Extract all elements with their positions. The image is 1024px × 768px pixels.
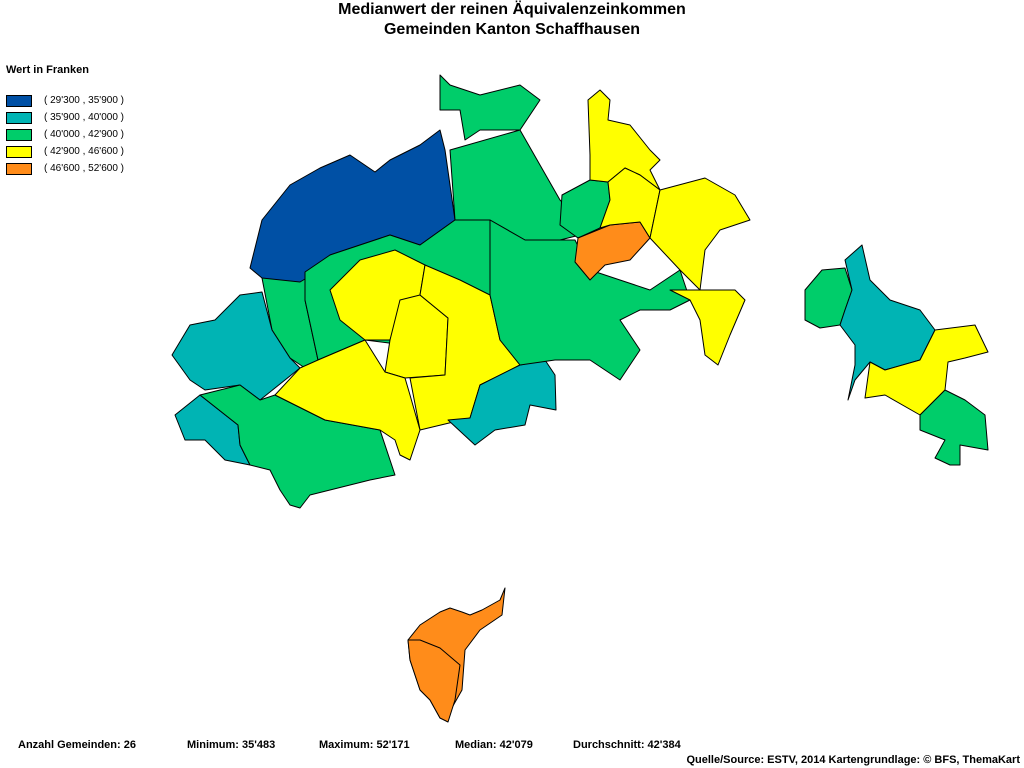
legend-swatch bbox=[6, 129, 32, 141]
municipality[interactable] bbox=[919, 389, 989, 466]
stat-count: Anzahl Gemeinden: 26 bbox=[18, 739, 136, 751]
legend-swatch bbox=[6, 163, 32, 175]
municipality[interactable] bbox=[407, 639, 461, 723]
municipality[interactable] bbox=[274, 339, 421, 461]
legend-label: ( 29'300 , 35'900 ) bbox=[44, 95, 124, 106]
municipality[interactable] bbox=[649, 177, 751, 291]
source-credit: Quelle/Source: ESTV, 2014 Kartengrundlag… bbox=[686, 754, 1020, 766]
stat-maximum: Maximum: 52'171 bbox=[319, 739, 410, 751]
municipality[interactable] bbox=[599, 167, 661, 239]
legend-swatch bbox=[6, 146, 32, 158]
municipality[interactable] bbox=[669, 289, 746, 366]
stat-minimum: Minimum: 35'483 bbox=[187, 739, 276, 751]
municipality[interactable] bbox=[171, 291, 301, 401]
legend-label: ( 35'900 , 40'000 ) bbox=[44, 112, 124, 123]
map-subtitle: Gemeinden Kanton Schaffhausen bbox=[383, 21, 641, 38]
municipality[interactable] bbox=[864, 324, 989, 416]
legend-label: ( 40'000 , 42'900 ) bbox=[44, 129, 124, 140]
municipality[interactable] bbox=[587, 89, 661, 191]
municipality[interactable] bbox=[199, 384, 396, 509]
map-title: Medianwert der reinen Äquivalenzeinkomme… bbox=[338, 1, 686, 18]
stat-median: Median: 42'079 bbox=[455, 739, 533, 751]
legend-swatch bbox=[6, 112, 32, 124]
legend-label: ( 42'900 , 46'600 ) bbox=[44, 146, 124, 157]
legend-title: Wert in Franken bbox=[6, 64, 89, 76]
stat-mean: Durchschnitt: 42'384 bbox=[573, 739, 681, 751]
legend-label: ( 46'600 , 52'600 ) bbox=[44, 163, 124, 174]
municipality[interactable] bbox=[439, 74, 541, 141]
legend-swatch bbox=[6, 95, 32, 107]
